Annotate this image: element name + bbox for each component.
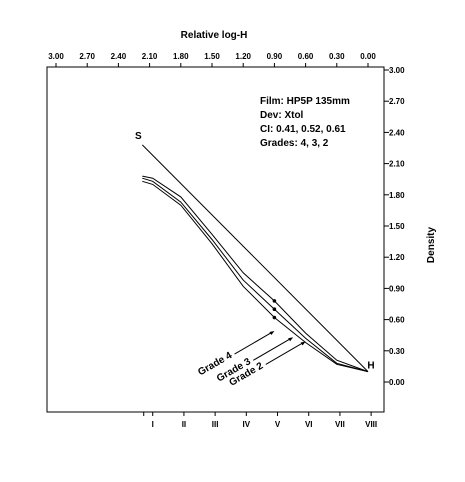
top-tick-label: 1.50: [204, 52, 220, 61]
bottom-zone-label-vii: VII: [335, 420, 345, 429]
top-axis-title: Relative log-H: [181, 30, 248, 41]
top-tick-label: 0.90: [267, 52, 283, 61]
series-group: [142, 175, 369, 373]
bottom-zone-label-vi: VI: [305, 420, 313, 429]
right-tick-label: 0.00: [389, 378, 405, 387]
bottom-zone-label-iv: IV: [243, 420, 251, 429]
top-tick-label: 3.00: [48, 52, 64, 61]
reference-line-group: SH: [135, 131, 375, 372]
series-line-grade-3: [142, 177, 369, 373]
series-line-grade-2: [142, 175, 369, 373]
reference-line: [141, 144, 369, 372]
series-marker-grade-4: [272, 315, 277, 320]
info-line-dev: Dev: Xtol: [260, 110, 304, 121]
right-axis-ticks: 3.00 2.70 2.40 2.10 1.80 1.50 1.20 0.90 0.60 0.30…: [384, 66, 405, 387]
top-tick-label: 0.60: [298, 52, 314, 61]
film-info-block: Film: HP5P 135mm Dev: Xtol CI: 0.41, 0.5…: [260, 96, 350, 149]
right-tick-label: 1.50: [389, 222, 405, 231]
right-tick-label: 2.70: [389, 97, 405, 106]
top-tick-label: 2.10: [142, 52, 158, 61]
top-tick-label: 1.80: [173, 52, 189, 61]
top-tick-label: 2.70: [79, 52, 95, 61]
bottom-zone-label-iii: III: [212, 420, 219, 429]
pointer-line-grade-4: [234, 331, 273, 355]
top-tick-label: 0.00: [360, 52, 376, 61]
info-line-ci: CI: 0.41, 0.52, 0.61: [260, 124, 346, 135]
top-tick-label: 2.40: [111, 52, 127, 61]
right-axis-title: Density: [426, 227, 437, 264]
bottom-zone-ticks: I II III IV V VI VII VIII: [143, 412, 377, 429]
right-tick-label: 1.80: [389, 191, 405, 200]
right-tick-label: 2.40: [389, 128, 405, 137]
right-tick-label: 0.30: [389, 347, 405, 356]
bottom-zone-label-i: I: [152, 420, 154, 429]
pointer-arrow-grade-4: [269, 331, 275, 336]
top-tick-label: 0.30: [329, 52, 345, 61]
pointer-arrow-grade-2: [300, 341, 306, 346]
series-line-grade-4: [142, 180, 369, 373]
pointer-line-grade-2: [265, 342, 304, 365]
pointer-arrow-grade-3: [288, 337, 294, 342]
right-tick-label: 2.10: [389, 160, 405, 169]
bottom-zone-label-v: V: [275, 420, 281, 429]
series-marker-grade-3: [272, 307, 277, 312]
pointer-line-grade-3: [253, 337, 292, 361]
top-axis-ticks: 3.00 2.70 2.40 2.10 1.80 1.50 1.20 0.90 0.60 0.30…: [48, 52, 376, 67]
right-tick-label: 1.20: [389, 253, 405, 262]
series-marker-grade-2: [272, 299, 277, 303]
bottom-zone-label-viii: VIII: [365, 420, 377, 429]
right-tick-label: 3.00: [389, 66, 405, 75]
right-tick-label: 0.60: [389, 316, 405, 325]
info-line-grades: Grades: 4, 3, 2: [260, 138, 329, 149]
right-tick-label: 0.90: [389, 284, 405, 293]
info-line-film: Film: HP5P 135mm: [260, 96, 350, 107]
bottom-zone-label-ii: II: [182, 420, 186, 429]
top-tick-label: 1.20: [235, 52, 251, 61]
reference-end-label: H: [367, 361, 374, 372]
reference-start-label: S: [135, 131, 142, 142]
